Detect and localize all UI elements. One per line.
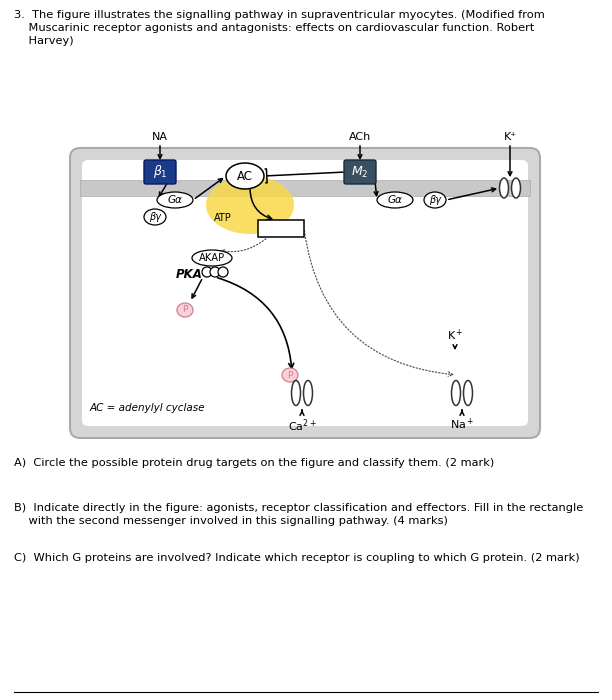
Ellipse shape <box>282 368 298 382</box>
Text: PKA: PKA <box>176 267 203 281</box>
Ellipse shape <box>304 381 313 405</box>
Text: P: P <box>182 305 188 314</box>
Text: AKAP: AKAP <box>199 253 225 263</box>
Text: AC: AC <box>237 169 253 183</box>
Ellipse shape <box>192 250 232 266</box>
Bar <box>258 220 304 237</box>
Ellipse shape <box>424 192 446 208</box>
Text: A)  Circle the possible protein drug targets on the figure and classify them. (2: A) Circle the possible protein drug targ… <box>14 458 494 468</box>
Text: $\beta_1$: $\beta_1$ <box>152 164 167 181</box>
Ellipse shape <box>206 176 294 234</box>
Ellipse shape <box>452 381 460 405</box>
Text: AC = adenylyl cyclase: AC = adenylyl cyclase <box>90 403 206 413</box>
Text: βγ: βγ <box>429 195 441 205</box>
Text: Na$^+$: Na$^+$ <box>450 417 474 433</box>
Text: P: P <box>287 370 293 379</box>
Text: Muscarinic receptor agonists and antagonists: effects on cardiovascular function: Muscarinic receptor agonists and antagon… <box>14 23 534 33</box>
Text: Gα: Gα <box>168 195 182 205</box>
FancyBboxPatch shape <box>70 148 540 438</box>
Ellipse shape <box>202 267 212 277</box>
Text: Ca$^{2+}$: Ca$^{2+}$ <box>288 417 316 433</box>
Ellipse shape <box>177 303 193 317</box>
Ellipse shape <box>377 192 413 208</box>
Text: with the second messenger involved in this signalling pathway. (4 marks): with the second messenger involved in th… <box>14 516 448 526</box>
FancyBboxPatch shape <box>144 160 176 184</box>
FancyBboxPatch shape <box>82 160 528 426</box>
Text: Gα: Gα <box>387 195 403 205</box>
Ellipse shape <box>157 192 193 208</box>
Text: C)  Which G proteins are involved? Indicate which receptor is coupling to which : C) Which G proteins are involved? Indica… <box>14 553 580 563</box>
Text: ACh: ACh <box>349 132 371 142</box>
Text: Harvey): Harvey) <box>14 36 73 46</box>
Bar <box>80 180 530 196</box>
Ellipse shape <box>512 178 520 198</box>
Text: βγ: βγ <box>149 212 161 222</box>
Text: B)  Indicate directly in the figure: agonists, receptor classification and effec: B) Indicate directly in the figure: agon… <box>14 503 583 513</box>
Ellipse shape <box>210 267 220 277</box>
Ellipse shape <box>144 209 166 225</box>
Text: K⁺: K⁺ <box>504 132 517 142</box>
FancyBboxPatch shape <box>344 160 376 184</box>
Ellipse shape <box>291 381 300 405</box>
Text: K$^+$: K$^+$ <box>447 328 463 343</box>
Text: 3.  The figure illustrates the signalling pathway in supraventricular myocytes. : 3. The figure illustrates the signalling… <box>14 10 545 20</box>
Text: NA: NA <box>152 132 168 142</box>
Ellipse shape <box>218 267 228 277</box>
Ellipse shape <box>499 178 509 198</box>
Ellipse shape <box>463 381 472 405</box>
Text: ATP: ATP <box>214 213 232 223</box>
Ellipse shape <box>226 163 264 189</box>
Text: $M_2$: $M_2$ <box>351 164 368 179</box>
